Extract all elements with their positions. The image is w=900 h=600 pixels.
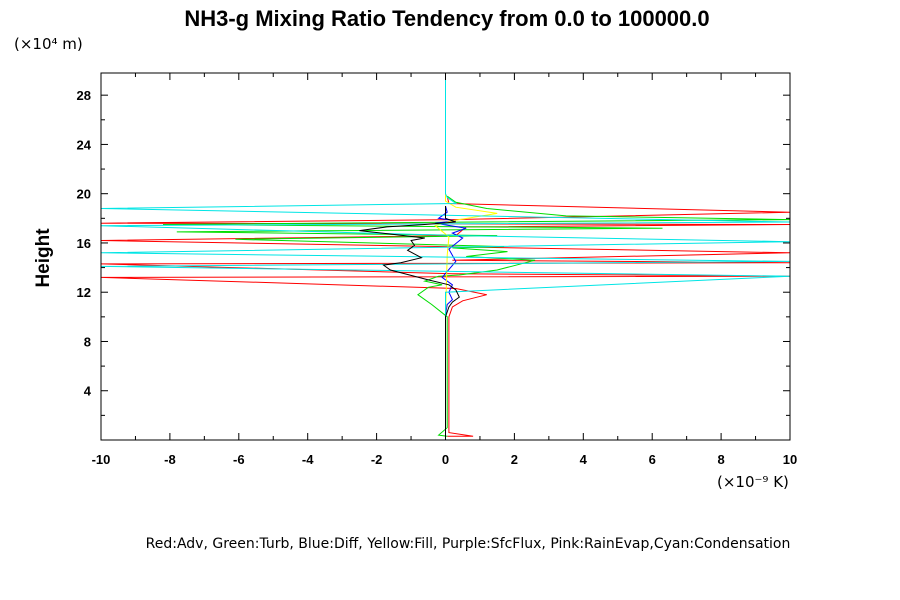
y-tick-label: 16 — [77, 236, 91, 251]
y-tick-label: 24 — [77, 137, 92, 152]
y-axis-label: Height — [33, 228, 54, 288]
x-tick-label: 2 — [511, 452, 518, 467]
series-line-condensation — [101, 73, 790, 439]
y-tick-label: 28 — [77, 88, 91, 103]
series-line-turb — [162, 195, 790, 437]
x-tick-label: 10 — [783, 452, 797, 467]
y-tick-label: 8 — [84, 334, 91, 349]
x-tick-label: -6 — [233, 452, 245, 467]
series-line-black — [359, 206, 460, 437]
x-multiplier-label: (×10⁻⁹ K) — [717, 473, 789, 491]
x-tick-label: -8 — [164, 452, 176, 467]
x-tick-label: 0 — [442, 452, 449, 467]
y-tick-label: 12 — [77, 285, 91, 300]
y-tick-label: 20 — [77, 187, 91, 202]
series-line-diff — [435, 205, 467, 437]
x-tick-label: -4 — [302, 452, 314, 467]
legend-text: Red:Adv, Green:Turb, Blue:Diff, Yellow:F… — [146, 536, 791, 552]
x-tick-label: -2 — [371, 452, 383, 467]
chart-title: NH3-g Mixing Ratio Tendency from 0.0 to … — [184, 6, 709, 31]
y-multiplier-label: (×10⁴ m) — [14, 35, 83, 53]
y-tick-label: 4 — [84, 384, 92, 399]
x-tick-label: 4 — [580, 452, 588, 467]
x-tick-label: -10 — [92, 452, 111, 467]
x-tick-label: 6 — [649, 452, 656, 467]
x-tick-label: 8 — [717, 452, 724, 467]
